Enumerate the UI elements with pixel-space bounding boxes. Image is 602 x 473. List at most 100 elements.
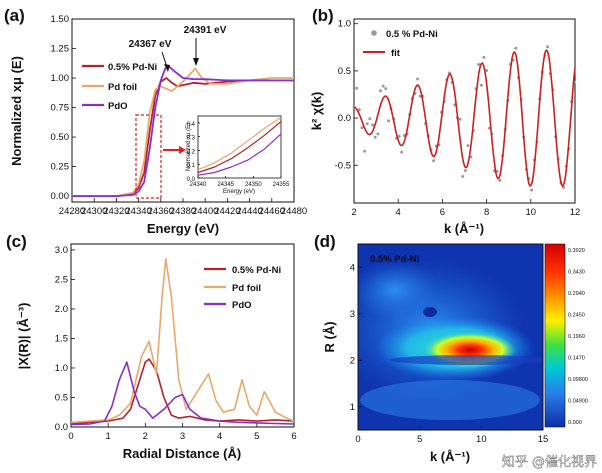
a-xtick-label-8: 24440 [236,206,262,217]
a-xtick-label-9: 24460 [259,206,285,217]
b-data-point [371,123,375,127]
panel-a-ylabel: Normalized xμ (E) [9,56,24,166]
b-xtick-label-4: 10 [526,207,537,218]
b-data-point [373,135,377,139]
inset-xtick-label-1: 24345 [217,182,234,188]
colorbar-tick-5: 0.1470 [568,356,585,362]
panel-c-legend: 0.5% Pd-Ni Pd foil PdO [204,265,281,311]
inset-xtick-label-3: 24355 [273,182,290,188]
d-xtick-label-1: 5 [417,434,422,445]
panel-d-ylabel: R (Å) [322,321,337,352]
a-xtick-label-6: 24400 [192,206,218,217]
colorbar-tick-2: 0.2940 [568,291,585,297]
colorbar-tick-0: 0.3920 [568,248,585,254]
colorbar-ticks: 0.3920 0.3430 0.2940 0.2450 0.1960 0.1470 0.09… [568,248,588,426]
b-data-point [479,83,483,87]
colorbar-tick-7: 0.04900 [568,399,588,405]
inset-ytick-label-4: 0.4 [187,122,196,128]
c-ytick-label-2: 1.0 [55,363,68,374]
b-xtick-label-2: 6 [440,207,445,218]
b-data-point [416,77,420,81]
a-xtick-label-5: 24380 [170,206,196,217]
inset-series [197,116,282,176]
panel-b-legend: 0.5 % Pd-Ni fit [363,29,438,59]
panel-c-ylabel: |X(R)| (Å⁻³) [16,303,31,370]
b-data-point [432,159,436,163]
b-xtick-label-3: 8 [484,207,489,218]
inset-xlabel: Energy (eV) [223,189,255,195]
c-xtick-label-2: 2 [143,431,148,442]
b-data-point [363,149,367,153]
colorbar [544,243,566,428]
c-xtick-label-0: 0 [68,431,73,442]
inset-ytick-label-0: 0.0 [187,177,196,183]
panel-b-xlabel: k (Å⁻¹) [444,221,484,236]
annotation-24367-arrowhead [164,64,170,72]
b-data-point [387,119,390,123]
b-data-point [463,169,467,172]
c-xtick-label-4: 4 [217,431,222,442]
c-ytick-label-3: 1.5 [55,333,68,344]
b-data-point [368,117,372,121]
a-ytick-label-4: 1.00 [51,73,70,84]
zoom-arrowhead [179,146,186,154]
panel-b-ylabel: k² χ(k) [309,92,324,131]
zoom-region-box [135,114,162,199]
panel-a-xlabel: Energy (eV) [147,221,219,236]
d-ytick-label-2: 3 [350,309,355,320]
panel-c-xlabel: Radial Distance (Å) [123,446,241,461]
a-ytick-label-2: 0.50 [51,132,70,143]
panel-d-frame [357,243,544,431]
b-data-point [384,87,388,91]
b-data-point [482,55,486,59]
a-line-0-5-pd-ni [72,77,294,197]
a-xtick-label-7: 24420 [214,206,240,217]
inset-line-pdo [197,133,282,176]
inset-axes: 24340 24345 24350 24355 0.0 0.1 0.2 0.3 0.4 [187,122,290,188]
inset-ytick-label-2: 0.2 [187,149,196,155]
c-xtick-label-5: 5 [254,431,259,442]
panel-d-title: 0.5% Pd-Ni [370,254,419,265]
d-ytick-label-1: 2 [350,355,355,366]
a-xtick-label-0: 24280 [59,206,85,217]
annotation-24391-arrowhead [193,58,199,66]
colorbar-tick-3: 0.2450 [568,313,585,319]
a-xtick-label-3: 24340 [125,206,151,217]
legend-label-fit: fit [391,48,401,59]
a-xtick-label-2: 24320 [103,206,129,217]
legend-label-c-pd-foil: Pd foil [232,283,261,294]
panel-a-label: (a) [4,6,25,25]
b-data-point [355,86,359,90]
b-xtick-label-1: 4 [396,207,401,218]
legend-label-data: 0.5 % Pd-Ni [386,29,438,40]
b-data-point [546,45,550,49]
c-line-pdo [70,361,295,426]
b-data-point [458,117,462,121]
legend-label-c-pdo: PdO [232,300,252,311]
panel-a: (a) 242802430024320243402436024380244002… [4,6,307,236]
colorbar-tick-8: 0.000 [568,420,582,426]
b-data-point [466,144,470,148]
panel-b-series [352,45,576,192]
b-data-point [514,46,518,50]
legend-label-pdo: PdO [108,101,128,112]
panel-c: (c) 0 1 2 3 4 5 6 0.0 0.5 1.0 1.5 2.0 2.5 3.0 Radial … [6,232,297,461]
panel-b-frame [353,18,576,204]
b-data-point [365,122,369,126]
a-ytick-label-1: 0.25 [51,162,70,173]
wavelet-dark-band [390,355,543,365]
panel-a-legend: 0.5% Pd-Ni Pd foil PdO [82,62,157,112]
wavelet-lower-region [360,380,540,420]
c-ytick-label-5: 2.5 [55,274,68,285]
b-data-point [400,150,404,154]
b-data-point [397,134,401,138]
c-ytick-label-0: 0.0 [55,422,68,433]
inset-line-pd-foil [197,116,282,171]
d-xtick-label-3: 15 [538,434,549,445]
colorbar-tick-4: 0.1960 [568,334,585,340]
a-line-pd-foil [72,67,294,197]
b-data-point [477,63,481,66]
panel-d-label: (d) [314,232,336,251]
panel-b-label: (b) [312,6,334,25]
